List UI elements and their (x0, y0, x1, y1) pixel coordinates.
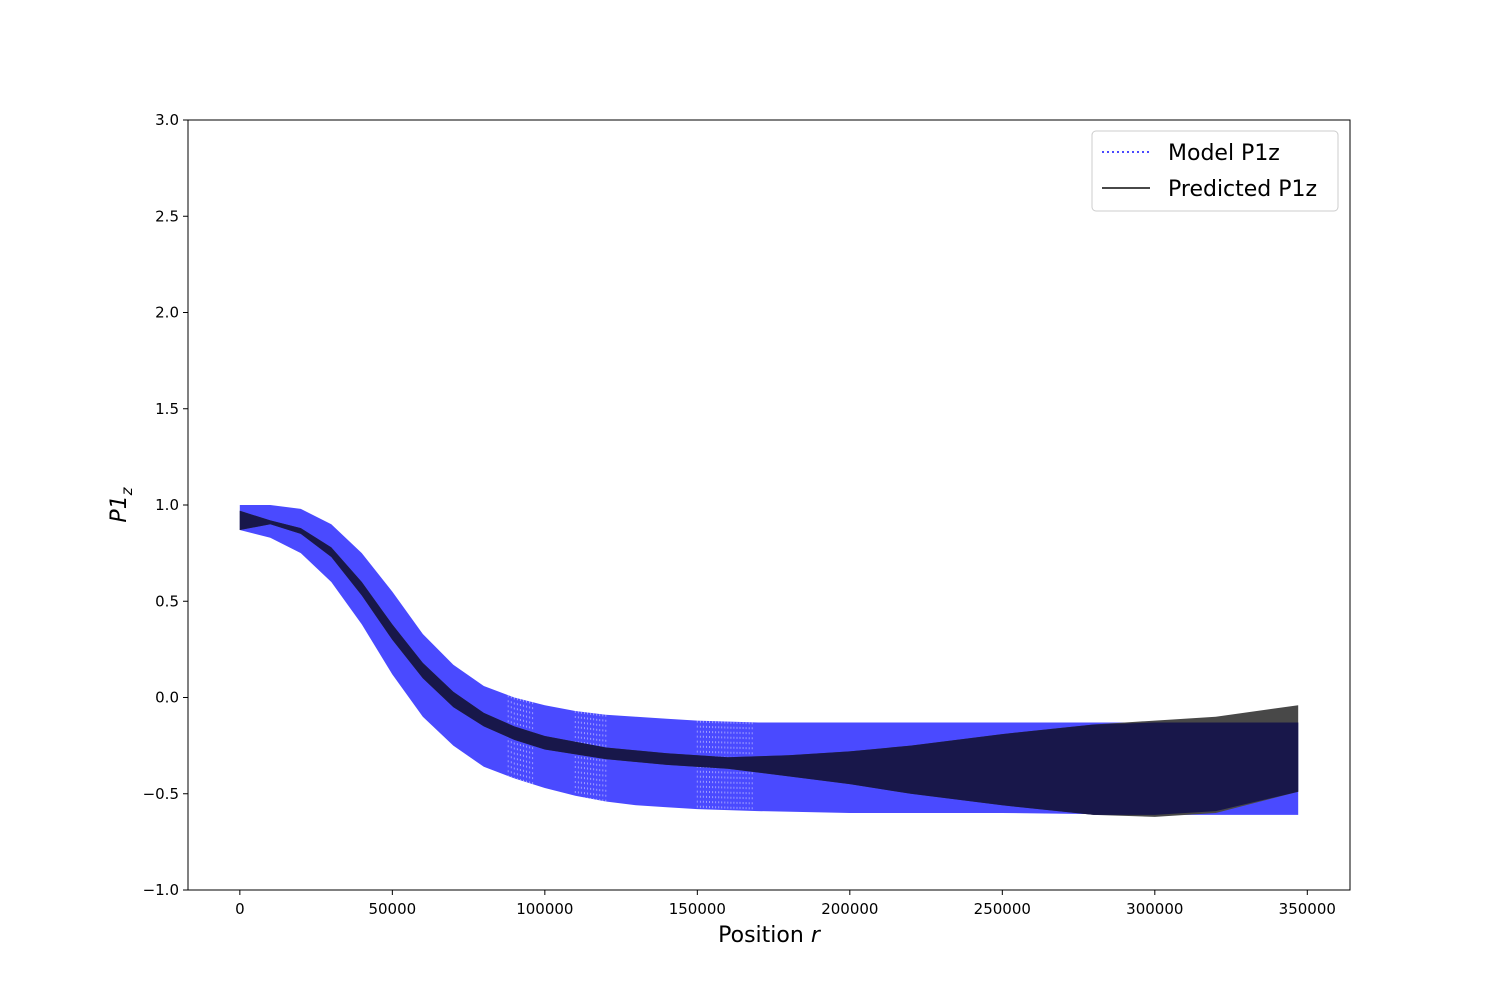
x-tick-label-3: 150000 (669, 900, 726, 918)
x-tick-label-5: 250000 (974, 900, 1031, 918)
x-tick-label-1: 50000 (368, 900, 416, 918)
y-tick-label-8: 3.0 (155, 111, 179, 129)
y-tick-label-5: 1.5 (155, 400, 179, 418)
x-axis: 0 50000 100000 150000 200000 250000 300000 3500… (235, 890, 1336, 918)
y-tick-label-4: 1.0 (155, 496, 179, 514)
x-tick-label-0: 0 (235, 900, 245, 918)
x-tick-label-2: 100000 (516, 900, 573, 918)
legend-box (1091, 130, 1339, 212)
y-axis-label: P1 (107, 495, 132, 522)
y-axis-subscript: z (118, 486, 136, 496)
y-tick-label-6: 2.0 (155, 304, 179, 322)
y-tick-label-3: 0.5 (155, 592, 179, 610)
overlap-band (239, 510, 1299, 815)
x-axis-variable: r (811, 923, 822, 948)
y-tick-label-2: 0.0 (155, 689, 179, 707)
y-tick-label-0: −1.0 (143, 881, 179, 899)
x-tick-label-6: 300000 (1126, 900, 1183, 918)
legend-label-predicted-p1z: Predicted P1z (1168, 177, 1317, 202)
y-tick-label-1: −0.5 (143, 785, 179, 803)
plot-area (239, 505, 1299, 817)
overlap-band-fill (239, 510, 1299, 815)
legend: Model P1z Predicted P1z (1091, 130, 1339, 212)
x-axis-label: Position (718, 923, 804, 948)
y-axis-title: P1z (107, 486, 136, 522)
y-tick-label-7: 2.5 (155, 207, 179, 225)
y-axis: −1.0 −0.5 0.0 0.5 1.0 1.5 2.0 2.5 3.0 (143, 111, 188, 899)
x-tick-label-7: 350000 (1279, 900, 1336, 918)
x-axis-title: Position r (718, 923, 822, 948)
legend-label-model-p1z: Model P1z (1168, 141, 1280, 166)
x-tick-label-4: 200000 (821, 900, 878, 918)
